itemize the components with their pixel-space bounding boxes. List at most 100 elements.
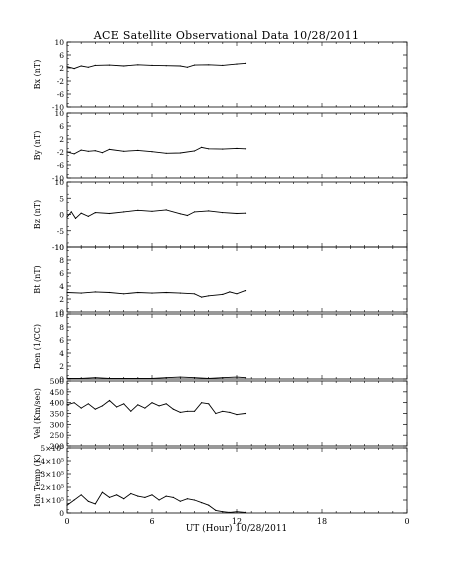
x-axis-title: UT (Hour) 10/28/2011 xyxy=(185,524,288,534)
y-tick-label: 2 xyxy=(59,362,64,371)
y-tick-label: 500 xyxy=(50,377,65,386)
data-point xyxy=(101,405,103,407)
panel-frame xyxy=(66,447,408,514)
data-point xyxy=(208,64,210,66)
y-tick-label: 0 xyxy=(59,211,64,220)
data-point xyxy=(229,511,231,513)
data-point xyxy=(222,377,224,379)
y-axis-label: Bx (nT) xyxy=(33,60,42,90)
data-point xyxy=(108,399,111,402)
data-point xyxy=(193,499,196,501)
data-point xyxy=(179,152,181,154)
y-tick-label: -2 xyxy=(57,77,65,86)
data-point xyxy=(66,377,68,379)
data-point xyxy=(165,65,167,67)
y-tick-label: 2 xyxy=(59,295,64,304)
data-point xyxy=(186,214,188,217)
data-point xyxy=(179,376,181,378)
data-point xyxy=(222,64,224,66)
data-point xyxy=(236,212,238,215)
data-point xyxy=(208,148,210,150)
y-tick-label: 450 xyxy=(50,388,65,397)
data-point xyxy=(108,64,111,66)
data-point xyxy=(73,499,75,501)
panel-frame xyxy=(66,41,408,108)
data-point xyxy=(94,503,96,505)
y-tick-label: 10 xyxy=(54,38,64,47)
data-point xyxy=(208,377,210,379)
y-tick-label: 4×10⁵ xyxy=(40,457,64,466)
panel-5: 10 8 6 4 2 0 Den (1/CC) xyxy=(33,310,408,384)
y-tick-label: 300 xyxy=(50,420,65,429)
panel-frame xyxy=(66,246,408,313)
data-point xyxy=(193,64,196,66)
data-point xyxy=(165,403,167,405)
y-tick-label: 200 xyxy=(50,442,65,451)
data-point xyxy=(179,65,181,67)
data-point xyxy=(73,68,75,70)
data-point xyxy=(222,293,224,295)
data-point xyxy=(193,293,196,295)
panel-3: 10 5 0 -5 -10 Bz (nT) xyxy=(33,178,408,252)
data-point xyxy=(158,499,160,501)
data-point xyxy=(151,151,153,153)
y-tick-label: 0 xyxy=(59,375,64,384)
data-point xyxy=(94,291,96,293)
y-tick-label: -5 xyxy=(57,227,65,236)
y-tick-label: 350 xyxy=(50,410,65,419)
data-point xyxy=(236,63,238,65)
data-point xyxy=(208,403,210,405)
y-tick-label: 6 xyxy=(59,336,64,345)
data-point xyxy=(244,377,247,379)
data-point xyxy=(66,216,68,218)
x-tick-label: 18 xyxy=(317,517,327,526)
panel-frame xyxy=(66,112,408,179)
y-tick-label: -2 xyxy=(57,148,65,157)
data-point xyxy=(229,411,231,413)
data-point xyxy=(244,290,247,292)
data-point xyxy=(80,494,82,496)
y-tick-label: 250 xyxy=(50,431,65,440)
data-point xyxy=(123,293,125,295)
data-point xyxy=(158,405,160,407)
data-point xyxy=(179,500,181,502)
panel-4: 10 8 6 4 2 0 Bt (nT) xyxy=(33,243,408,317)
data-point xyxy=(244,212,247,214)
data-point xyxy=(94,64,96,66)
y-axis-label: Vel (Km/sec) xyxy=(33,388,42,440)
data-point xyxy=(144,496,146,498)
data-point xyxy=(108,212,111,215)
series-line xyxy=(66,146,246,155)
data-point xyxy=(165,209,167,211)
y-tick-label: 2 xyxy=(59,135,64,144)
data-point xyxy=(236,147,238,149)
series-line xyxy=(66,209,246,220)
y-tick-label: -6 xyxy=(57,161,65,170)
data-point xyxy=(70,211,72,213)
data-point xyxy=(151,64,153,66)
y-tick-label: 6 xyxy=(59,51,64,60)
x-tick-label: 6 xyxy=(149,517,154,526)
data-point xyxy=(87,66,89,68)
data-point xyxy=(244,148,247,150)
data-point xyxy=(123,150,125,152)
x-tick-label: 0 xyxy=(404,517,409,526)
data-point xyxy=(80,377,82,379)
data-point xyxy=(193,377,196,379)
data-point xyxy=(179,213,181,215)
panel-1: 10 6 2 -2 -6 -10 Bx (nT) xyxy=(33,38,408,112)
data-point xyxy=(101,491,103,493)
data-point xyxy=(66,66,68,68)
panel-frame xyxy=(66,380,408,447)
data-point xyxy=(123,211,125,213)
data-point xyxy=(73,402,75,404)
data-point xyxy=(172,496,174,498)
data-point xyxy=(186,410,188,412)
data-point xyxy=(179,292,181,294)
data-point xyxy=(165,291,167,294)
data-point xyxy=(123,377,125,379)
y-axis-label: Den (1/CC) xyxy=(33,324,42,369)
data-point xyxy=(87,403,89,405)
data-point xyxy=(215,509,217,511)
